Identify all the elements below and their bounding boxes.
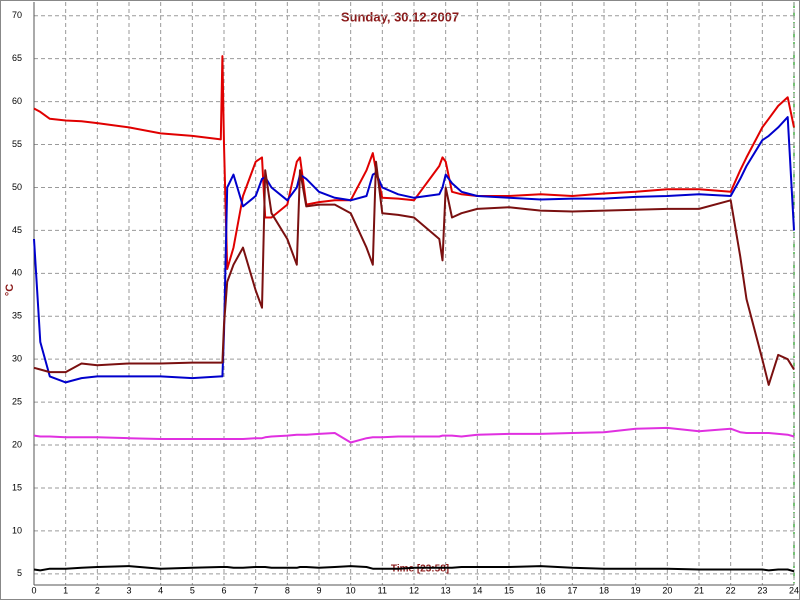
series-line xyxy=(33,565,795,573)
x-tick-label: 5 xyxy=(190,585,195,595)
x-tick-label: 10 xyxy=(346,585,356,595)
x-tick-label: 0 xyxy=(31,585,36,595)
x-tick-label: 6 xyxy=(221,585,226,595)
y-tick-label: 45 xyxy=(12,225,22,235)
y-tick-label: 50 xyxy=(12,182,22,192)
y-tick-label: 70 xyxy=(12,10,22,20)
x-tick-label: 22 xyxy=(726,585,736,595)
x-tick-label: 15 xyxy=(504,585,514,595)
x-tick-label: 12 xyxy=(409,585,419,595)
x-tick-label: 2 xyxy=(95,585,100,595)
x-tick-label: 19 xyxy=(631,585,641,595)
y-tick-label: 30 xyxy=(12,354,22,364)
x-tick-label: 20 xyxy=(662,585,672,595)
series-line xyxy=(33,426,795,444)
series-line xyxy=(33,116,795,384)
x-tick-label: 3 xyxy=(126,585,131,595)
x-tick-label: 18 xyxy=(599,585,609,595)
time-label: Time [23:58] xyxy=(391,564,449,575)
x-tick-label: 23 xyxy=(757,585,767,595)
x-tick-label: 13 xyxy=(441,585,451,595)
series-line xyxy=(33,160,795,386)
x-tick-label: 24 xyxy=(789,585,799,595)
y-tick-label: 55 xyxy=(12,139,22,149)
x-tick-label: 21 xyxy=(694,585,704,595)
x-tick-label: 14 xyxy=(472,585,482,595)
x-tick-label: 11 xyxy=(378,585,387,595)
x-tick-label: 17 xyxy=(567,585,577,595)
y-axis-label: °C xyxy=(4,284,16,296)
y-tick-label: 60 xyxy=(12,96,22,106)
y-tick-label: 20 xyxy=(12,439,22,449)
series-line xyxy=(33,55,795,270)
y-tick-label: 5 xyxy=(17,568,22,578)
x-tick-label: 16 xyxy=(536,585,546,595)
y-tick-label: 35 xyxy=(12,311,22,321)
x-tick-label: 4 xyxy=(158,585,163,595)
chart-title: Sunday, 30.12.2007 xyxy=(341,9,459,24)
x-tick-label: 9 xyxy=(316,585,321,595)
x-tick-label: 1 xyxy=(63,585,68,595)
y-tick-label: 10 xyxy=(12,525,22,535)
x-tick-label: 7 xyxy=(253,585,258,595)
y-tick-label: 40 xyxy=(12,268,22,278)
x-tick-label: 8 xyxy=(285,585,290,595)
y-tick-label: 15 xyxy=(12,482,22,492)
y-tick-label: 25 xyxy=(12,396,22,406)
y-tick-label: 65 xyxy=(12,53,22,63)
